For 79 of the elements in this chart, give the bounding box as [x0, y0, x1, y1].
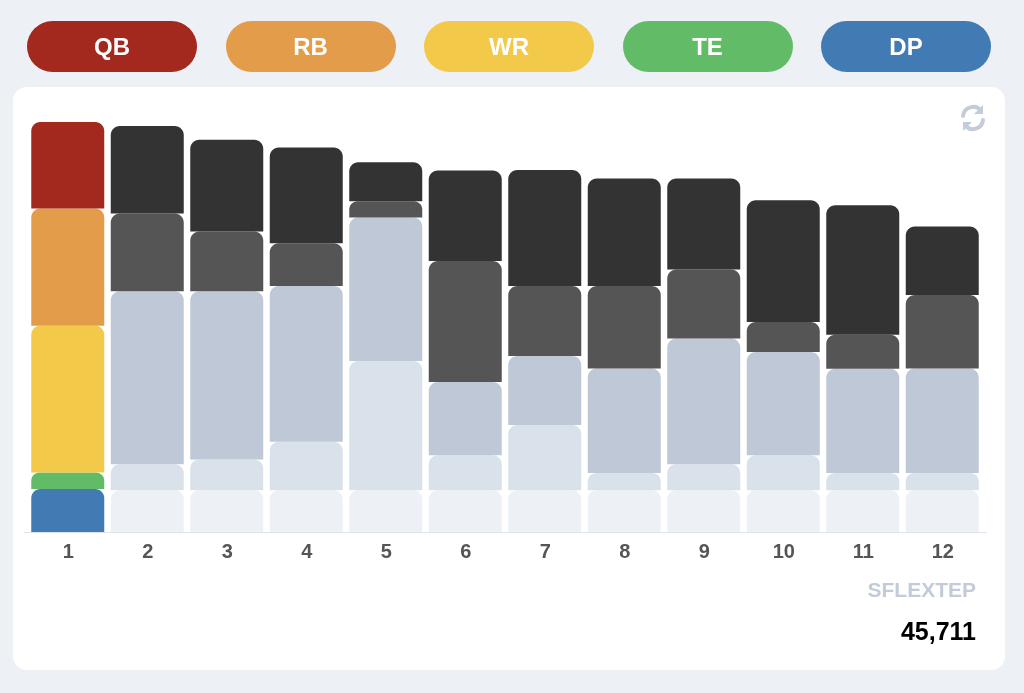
- text: 45,711: [899, 616, 976, 647]
- bar: [826, 368, 900, 473]
- bar: [190, 291, 264, 460]
- x-tick-label: 7: [539, 539, 551, 562]
- text: QB: [94, 32, 130, 61]
- bar: [349, 490, 423, 532]
- bar: [31, 488, 105, 532]
- x-tick-label: 12: [931, 539, 954, 562]
- bar: [508, 424, 582, 491]
- bar: [269, 147, 343, 244]
- bar: [269, 441, 343, 491]
- bar: [587, 368, 661, 473]
- bar: [110, 126, 184, 214]
- text: DP: [889, 32, 923, 61]
- x-tick-label: 10: [772, 539, 795, 562]
- bar: [826, 334, 900, 369]
- bar: [428, 260, 502, 382]
- bar: [349, 162, 423, 202]
- bar: [190, 231, 264, 292]
- bar: [746, 352, 820, 456]
- bar: [31, 472, 105, 489]
- bar: [667, 178, 741, 270]
- x-tick-label: 6: [460, 539, 472, 562]
- bar: [746, 455, 820, 491]
- bar: [667, 269, 741, 339]
- bar: [667, 338, 741, 465]
- bar: [826, 472, 900, 491]
- text: WR: [489, 32, 529, 61]
- bar: [746, 200, 820, 323]
- bar: [746, 490, 820, 532]
- x-tick-label: 2: [142, 539, 154, 562]
- bar: [31, 208, 105, 326]
- bar: [349, 361, 423, 491]
- bar: [428, 170, 502, 261]
- bar: [428, 455, 502, 491]
- bar: [905, 490, 979, 532]
- x-tick-label: 8: [619, 539, 631, 562]
- bar: [190, 459, 264, 491]
- bar: [587, 490, 661, 532]
- x-tick-label: 4: [301, 539, 314, 562]
- x-tick-label: 5: [380, 539, 392, 562]
- bar: [667, 490, 741, 532]
- bar: [110, 291, 184, 465]
- x-tick-label: 9: [698, 539, 710, 562]
- bar: [587, 178, 661, 286]
- text: SFLEXTEP: [867, 577, 976, 603]
- x-tick-label: 11: [852, 539, 874, 562]
- bar: [110, 213, 184, 292]
- bar: [31, 122, 105, 209]
- text: TE: [692, 32, 723, 61]
- bar: [508, 490, 582, 532]
- bar: [110, 490, 184, 532]
- bar: [587, 472, 661, 491]
- bar: [667, 464, 741, 491]
- bar: [269, 490, 343, 532]
- x-tick-label: 3: [221, 539, 233, 562]
- bar: [508, 286, 582, 357]
- bar: [349, 201, 423, 218]
- bar: [508, 356, 582, 425]
- bar: [190, 490, 264, 532]
- bar: [905, 472, 979, 491]
- bar: [508, 169, 582, 286]
- bar: [826, 205, 900, 335]
- bar: [826, 490, 900, 532]
- bar: [428, 490, 502, 532]
- bar: [31, 325, 105, 473]
- text: RB: [293, 32, 328, 61]
- bar: [110, 464, 184, 491]
- bar: [349, 217, 423, 362]
- x-tick-label: 1: [62, 539, 74, 562]
- bar: [269, 243, 343, 286]
- bar: [746, 322, 820, 353]
- bar: [428, 381, 502, 456]
- bar: [190, 139, 264, 232]
- bar: [905, 368, 979, 473]
- bar: [905, 295, 979, 369]
- bar: [587, 286, 661, 369]
- bar: [905, 226, 979, 296]
- bar: [269, 286, 343, 442]
